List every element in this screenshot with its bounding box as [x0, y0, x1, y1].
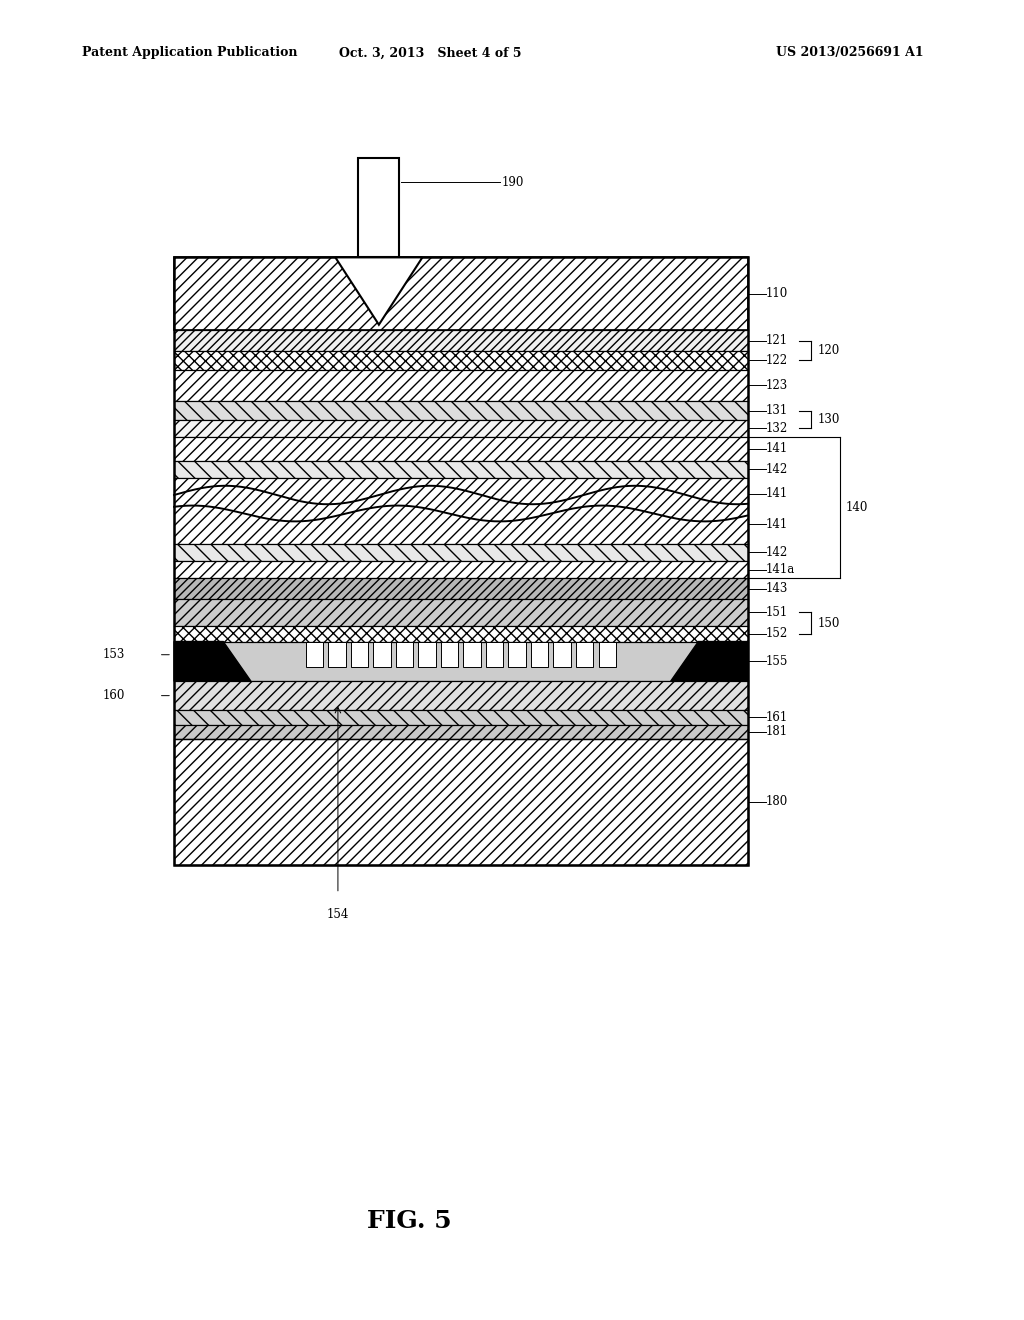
Text: 154: 154: [327, 908, 349, 921]
Text: 142: 142: [766, 463, 788, 475]
Bar: [530, 642, 549, 668]
Bar: [174, 370, 748, 401]
Bar: [174, 578, 748, 599]
Text: 110: 110: [766, 288, 788, 300]
Bar: [174, 544, 748, 561]
Text: 141: 141: [766, 442, 788, 455]
Bar: [508, 642, 526, 668]
Text: 153: 153: [102, 648, 125, 661]
Bar: [440, 642, 459, 668]
Bar: [350, 642, 369, 668]
Text: 130: 130: [817, 413, 840, 426]
Text: 143: 143: [766, 582, 788, 595]
Text: 122: 122: [766, 354, 788, 367]
Bar: [305, 642, 324, 668]
Text: FIG. 5: FIG. 5: [368, 1209, 452, 1233]
Bar: [373, 642, 391, 668]
Bar: [174, 642, 748, 681]
Text: 121: 121: [766, 334, 788, 347]
Polygon shape: [174, 642, 251, 681]
Bar: [174, 561, 748, 578]
Text: 160: 160: [102, 689, 125, 702]
Text: 150: 150: [817, 616, 840, 630]
Text: Oct. 3, 2013   Sheet 4 of 5: Oct. 3, 2013 Sheet 4 of 5: [339, 46, 521, 59]
Text: 142: 142: [766, 546, 788, 558]
Bar: [174, 351, 748, 370]
Bar: [174, 330, 748, 351]
Bar: [174, 437, 748, 461]
Text: 155: 155: [766, 655, 788, 668]
Bar: [174, 626, 748, 642]
Text: 141: 141: [766, 517, 788, 531]
Text: 181: 181: [766, 726, 788, 738]
Text: 161: 161: [766, 711, 788, 723]
Bar: [174, 710, 748, 725]
Bar: [174, 478, 748, 544]
Bar: [174, 725, 748, 739]
Bar: [174, 257, 748, 330]
Text: 140: 140: [846, 502, 868, 513]
Bar: [174, 681, 748, 710]
Bar: [174, 257, 748, 865]
Bar: [174, 420, 748, 437]
Text: 180: 180: [766, 796, 788, 808]
Text: 132: 132: [766, 422, 788, 434]
Text: 120: 120: [817, 345, 840, 356]
Bar: [174, 739, 748, 865]
Bar: [174, 599, 748, 626]
Bar: [328, 642, 346, 668]
Bar: [598, 642, 616, 668]
Bar: [553, 642, 571, 668]
Text: 190: 190: [502, 176, 524, 189]
Bar: [418, 642, 436, 668]
Text: 141a: 141a: [766, 564, 796, 576]
Text: 123: 123: [766, 379, 788, 392]
Bar: [174, 461, 748, 478]
Bar: [358, 158, 399, 257]
Text: 141: 141: [766, 487, 788, 500]
Polygon shape: [671, 642, 748, 681]
Text: US 2013/0256691 A1: US 2013/0256691 A1: [776, 46, 924, 59]
Bar: [575, 642, 594, 668]
Polygon shape: [336, 257, 422, 325]
Bar: [486, 642, 504, 668]
Bar: [463, 642, 481, 668]
Text: Patent Application Publication: Patent Application Publication: [82, 46, 297, 59]
Text: 131: 131: [766, 404, 788, 417]
Bar: [174, 401, 748, 420]
Text: 152: 152: [766, 627, 788, 640]
Bar: [395, 642, 414, 668]
Text: 151: 151: [766, 606, 788, 619]
